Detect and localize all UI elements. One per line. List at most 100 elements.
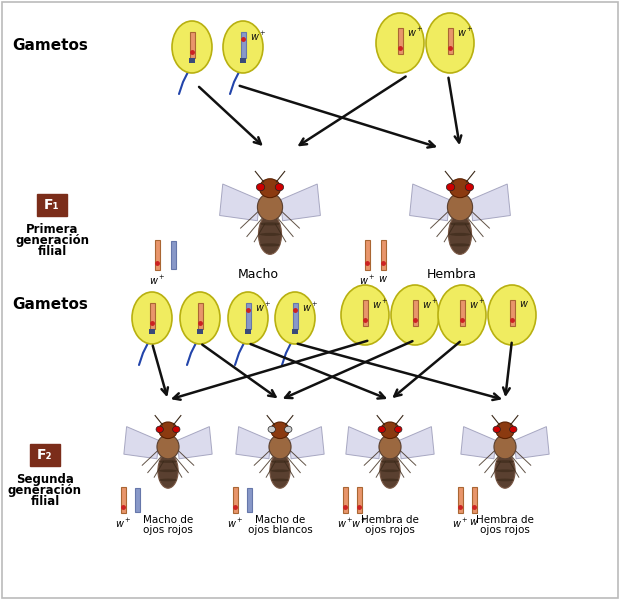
Bar	[154, 240, 159, 270]
Ellipse shape	[381, 469, 399, 472]
Ellipse shape	[260, 179, 280, 197]
Ellipse shape	[450, 244, 471, 247]
Ellipse shape	[493, 426, 500, 433]
Text: $w^+$: $w^+$	[422, 298, 438, 311]
Ellipse shape	[450, 223, 471, 226]
Ellipse shape	[275, 292, 315, 344]
Text: $w^+$: $w^+$	[457, 25, 474, 38]
Bar	[241, 32, 246, 58]
Ellipse shape	[510, 426, 517, 433]
Ellipse shape	[275, 184, 283, 191]
Bar	[240, 58, 246, 63]
Bar	[247, 488, 252, 512]
Bar	[292, 329, 298, 334]
Text: ojos rojos: ojos rojos	[480, 525, 530, 535]
Text: $w^+$: $w^+$	[407, 25, 423, 38]
Ellipse shape	[132, 292, 172, 344]
Text: $w^+$: $w^+$	[250, 29, 267, 43]
Ellipse shape	[391, 285, 439, 345]
Ellipse shape	[259, 214, 281, 254]
Ellipse shape	[271, 422, 289, 439]
Bar	[356, 487, 361, 513]
Polygon shape	[514, 427, 549, 459]
Polygon shape	[399, 427, 434, 459]
Ellipse shape	[159, 422, 177, 439]
Ellipse shape	[450, 233, 471, 236]
Text: $w^+$: $w^+$	[255, 301, 272, 314]
Text: Macho de: Macho de	[143, 515, 193, 525]
Ellipse shape	[341, 285, 389, 345]
Bar	[365, 240, 370, 270]
Text: $w$: $w$	[519, 299, 529, 309]
Ellipse shape	[157, 435, 179, 459]
Polygon shape	[471, 184, 510, 221]
Ellipse shape	[426, 13, 474, 73]
Bar	[135, 488, 140, 512]
Bar	[448, 28, 453, 54]
Text: Gametos: Gametos	[12, 297, 88, 312]
Ellipse shape	[156, 426, 164, 433]
Ellipse shape	[438, 285, 486, 345]
FancyBboxPatch shape	[30, 444, 60, 466]
Text: $w$: $w$	[469, 517, 479, 527]
Ellipse shape	[488, 285, 536, 345]
Text: ojos rojos: ojos rojos	[365, 525, 415, 535]
Ellipse shape	[378, 426, 386, 433]
Bar	[197, 329, 203, 334]
Polygon shape	[346, 427, 381, 459]
Text: $w^+$: $w^+$	[469, 298, 485, 311]
Text: $w^+$: $w^+$	[227, 517, 243, 530]
Text: Macho: Macho	[237, 268, 278, 281]
Ellipse shape	[260, 233, 280, 236]
Bar	[363, 300, 368, 326]
Bar	[120, 487, 125, 513]
Ellipse shape	[159, 479, 177, 481]
Ellipse shape	[494, 435, 516, 459]
Ellipse shape	[496, 469, 514, 472]
Text: ojos rojos: ojos rojos	[143, 525, 193, 535]
Polygon shape	[289, 427, 324, 459]
Ellipse shape	[268, 426, 275, 433]
Ellipse shape	[159, 469, 177, 472]
Text: $w^+$: $w^+$	[452, 517, 468, 530]
Bar	[246, 303, 250, 329]
Polygon shape	[177, 427, 212, 459]
Bar	[198, 303, 203, 329]
Bar	[170, 241, 175, 269]
Ellipse shape	[285, 426, 292, 433]
Polygon shape	[236, 427, 271, 459]
Text: Hembra: Hembra	[427, 268, 477, 281]
Bar	[381, 240, 386, 270]
Bar	[397, 28, 402, 54]
Text: F₁: F₁	[44, 198, 60, 212]
Ellipse shape	[496, 479, 514, 481]
Text: $w^+$: $w^+$	[337, 517, 353, 530]
Ellipse shape	[260, 223, 280, 226]
Ellipse shape	[228, 292, 268, 344]
Ellipse shape	[158, 453, 178, 488]
Ellipse shape	[256, 184, 265, 191]
Text: Segunda: Segunda	[16, 473, 74, 486]
Polygon shape	[124, 427, 159, 459]
Ellipse shape	[172, 21, 212, 73]
Text: Macho de: Macho de	[255, 515, 305, 525]
Ellipse shape	[394, 426, 402, 433]
Ellipse shape	[271, 479, 289, 481]
Text: Gametos: Gametos	[12, 38, 88, 53]
Text: $w^+$: $w^+$	[302, 301, 319, 314]
Text: F₂: F₂	[37, 448, 53, 462]
Text: ojos blancos: ojos blancos	[247, 525, 312, 535]
Text: generación: generación	[8, 484, 82, 497]
Bar	[293, 303, 298, 329]
Ellipse shape	[496, 460, 514, 463]
Text: Hembra de: Hembra de	[361, 515, 419, 525]
Text: $w^+$: $w^+$	[351, 517, 367, 530]
Ellipse shape	[380, 453, 400, 488]
Bar	[149, 303, 154, 329]
Ellipse shape	[495, 453, 515, 488]
Ellipse shape	[172, 426, 180, 433]
Text: filial: filial	[30, 495, 60, 508]
Ellipse shape	[159, 460, 177, 463]
Bar	[189, 58, 195, 63]
Bar	[458, 487, 463, 513]
